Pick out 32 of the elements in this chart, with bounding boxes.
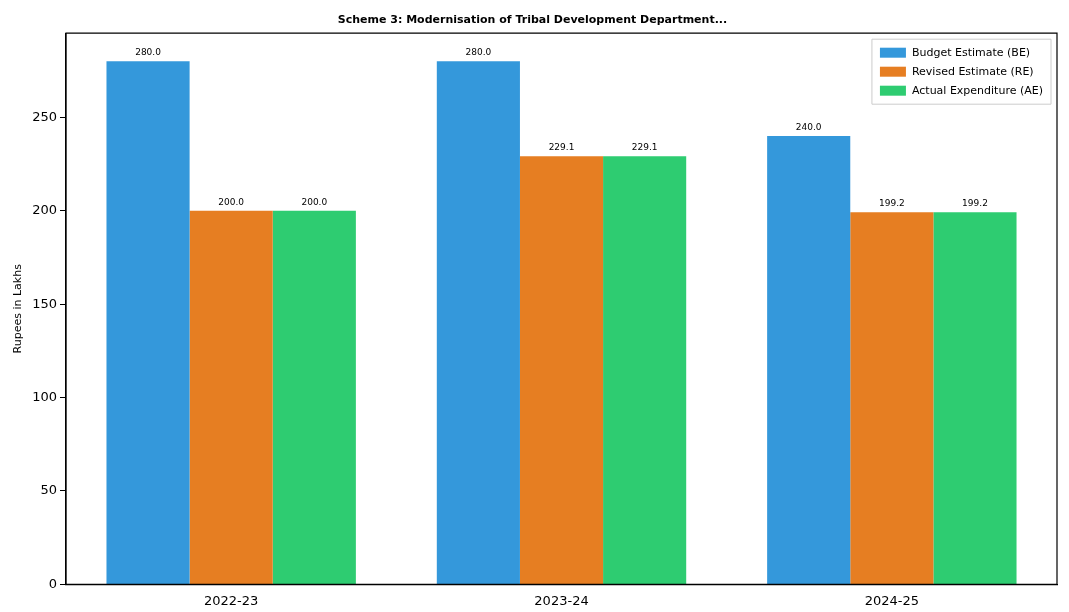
bar	[767, 135, 851, 584]
x-tick-label: 2023-24	[534, 592, 589, 608]
data-label: 200.0	[218, 196, 245, 207]
data-label: 240.0	[795, 121, 822, 132]
data-label: 200.0	[301, 196, 328, 207]
bar	[272, 210, 356, 584]
y-axis-title: Rupees in Lakhs	[11, 263, 25, 354]
legend-label: Actual Expenditure (AE)	[911, 83, 1044, 97]
data-label: 229.1	[631, 142, 658, 153]
legend-label: Revised Estimate (RE)	[911, 64, 1034, 78]
legend-label: Budget Estimate (BE)	[911, 45, 1031, 59]
bar	[106, 61, 190, 584]
y-tick-label: 250	[32, 108, 58, 124]
y-tick-label: 200	[32, 202, 58, 218]
bar	[436, 61, 520, 584]
y-tick-label: 0	[48, 575, 58, 591]
y-tick-label: 50	[40, 482, 58, 498]
x-tick-label: 2024-25	[864, 592, 919, 608]
data-label: 280.0	[465, 47, 492, 58]
bar	[189, 210, 273, 584]
x-tick-label: 2022-23	[204, 592, 259, 608]
bar	[850, 212, 934, 584]
data-label: 199.2	[878, 198, 905, 209]
data-label: 280.0	[135, 47, 162, 58]
bar	[933, 212, 1017, 584]
y-tick-label: 150	[32, 295, 58, 311]
bar	[519, 156, 604, 584]
y-tick-label: 100	[32, 388, 58, 404]
data-label: 199.2	[962, 198, 988, 209]
bar	[603, 156, 687, 584]
data-label: 229.1	[548, 142, 575, 153]
chart-title: Scheme 3: Modernisation of Tribal Development Department...	[337, 13, 728, 27]
